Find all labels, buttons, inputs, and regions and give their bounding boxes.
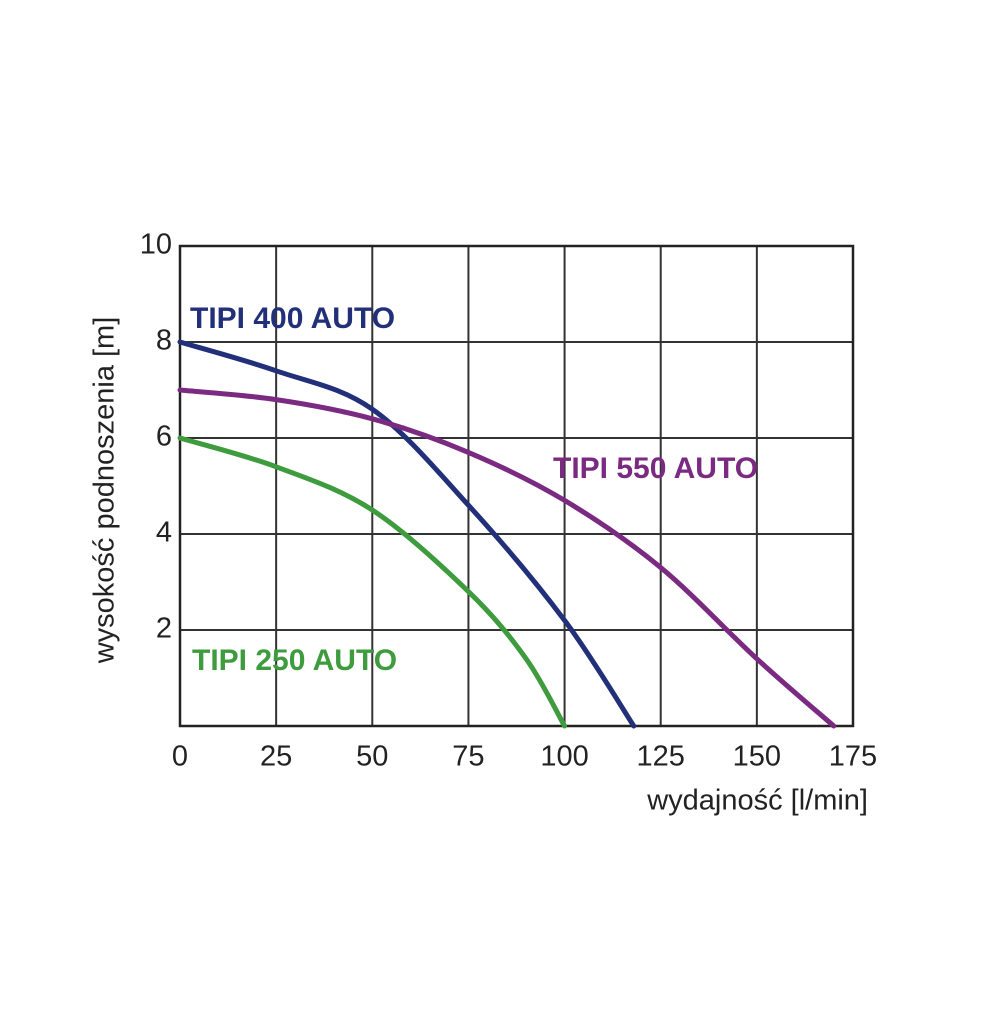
y-tick-label: 10 bbox=[140, 229, 172, 261]
plot-frame bbox=[178, 244, 855, 728]
line bbox=[177, 387, 837, 729]
x-tick-label: 150 bbox=[733, 741, 781, 773]
line bbox=[177, 435, 568, 729]
x-tick-label: 50 bbox=[356, 741, 388, 773]
x-tick-label: 175 bbox=[829, 741, 877, 773]
line bbox=[177, 339, 637, 729]
y-tick-label: 2 bbox=[156, 613, 172, 645]
x-tick-label: 125 bbox=[637, 741, 685, 773]
y-axis-label: wysokość podnoszenia [m] bbox=[89, 317, 121, 665]
x-tick-label: 75 bbox=[452, 741, 484, 773]
x-axis-label: wydajność [l/min] bbox=[646, 785, 868, 817]
y-tick-label: 4 bbox=[156, 517, 172, 549]
x-tick-label: 0 bbox=[172, 741, 188, 773]
series-label: TIPI 400 AUTO bbox=[190, 302, 395, 335]
x-tick-label: 25 bbox=[260, 741, 292, 773]
x-tick-label: 100 bbox=[540, 741, 588, 773]
series-label: TIPI 250 AUTO bbox=[192, 644, 397, 677]
series-label: TIPI 550 AUTO bbox=[553, 452, 758, 485]
y-tick-label: 6 bbox=[156, 421, 172, 453]
y-tick-label: 8 bbox=[156, 325, 172, 357]
